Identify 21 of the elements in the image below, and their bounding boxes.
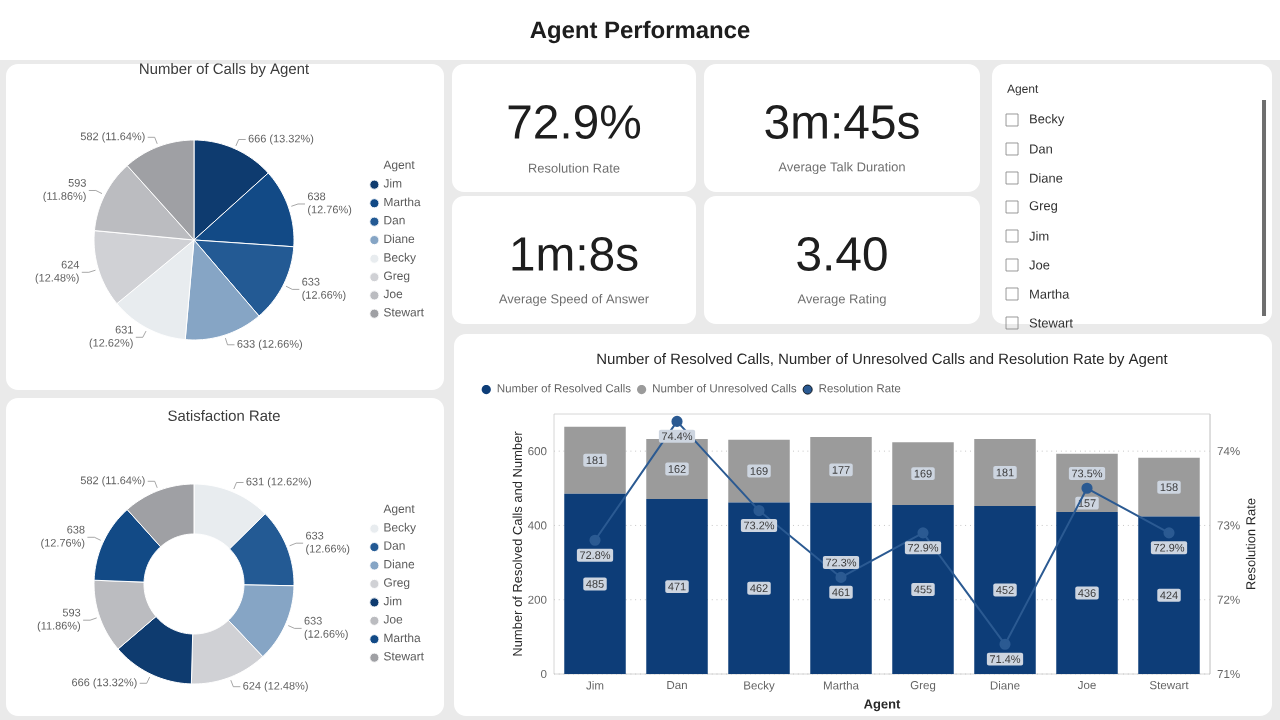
bar bbox=[810, 502, 872, 674]
text: 3.40 bbox=[797, 237, 887, 271]
bar bbox=[728, 502, 790, 674]
bar bbox=[646, 499, 708, 674]
bar bbox=[1138, 457, 1200, 517]
point bbox=[917, 527, 929, 539]
point bbox=[589, 534, 601, 546]
bar bbox=[1056, 512, 1118, 674]
bar bbox=[974, 506, 1036, 674]
text: 1m:8s bbox=[512, 237, 638, 271]
point bbox=[1163, 527, 1175, 539]
text: 72.9% bbox=[508, 105, 641, 139]
point bbox=[1081, 482, 1093, 494]
point bbox=[671, 415, 683, 428]
point bbox=[999, 638, 1011, 650]
text: Agent Performance bbox=[530, 20, 750, 44]
bar bbox=[892, 505, 954, 674]
point bbox=[835, 571, 847, 584]
text: 3m:45s bbox=[765, 105, 919, 139]
bar bbox=[564, 493, 626, 674]
point bbox=[753, 504, 765, 517]
